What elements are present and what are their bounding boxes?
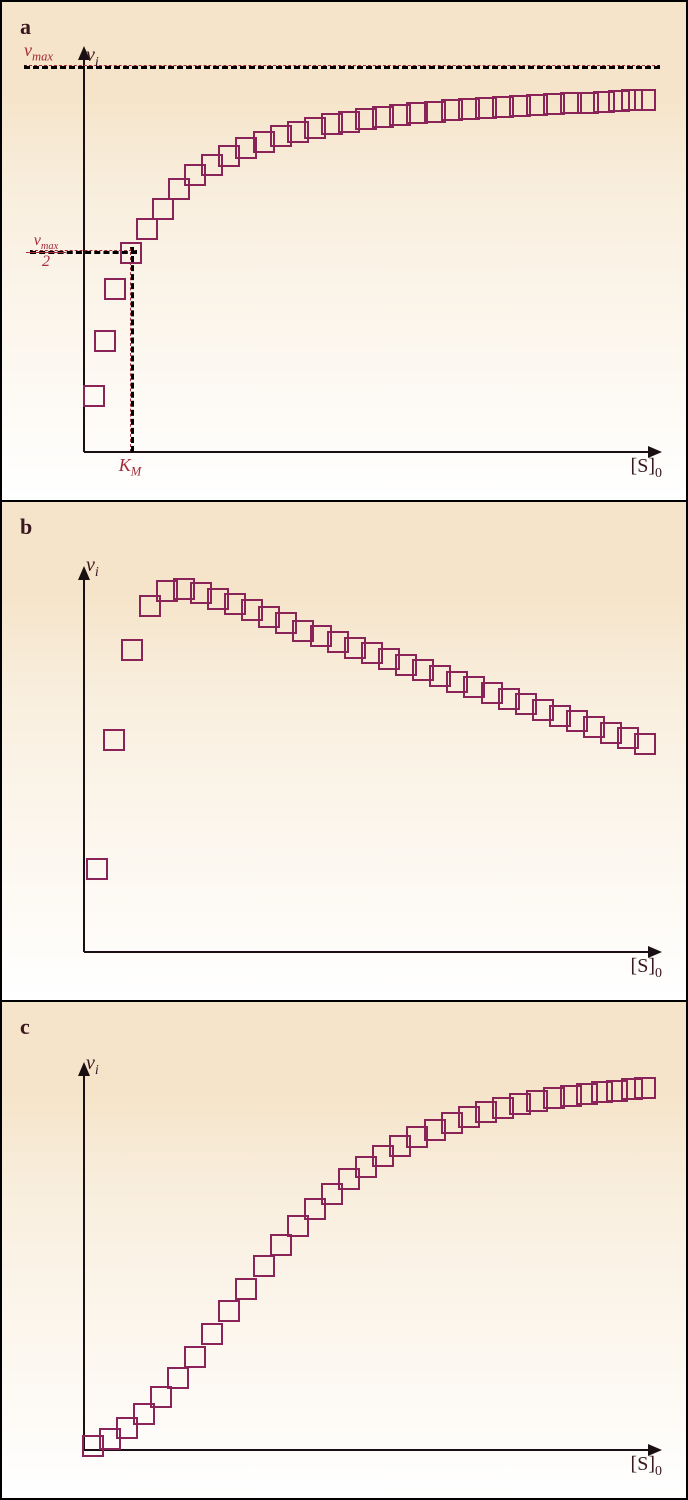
y-axis-label: vi: [86, 44, 99, 71]
data-marker: [121, 639, 143, 661]
panel-label-b: b: [20, 514, 32, 540]
data-marker: [94, 330, 116, 352]
panel-label-c: c: [20, 1014, 30, 1040]
vmax-label: vmax: [24, 40, 53, 65]
data-marker: [136, 218, 158, 240]
panel-b: b vi [S]0: [2, 502, 686, 1002]
panel-label-a: a: [20, 14, 31, 40]
vmax-half-label: vmax2: [26, 232, 66, 271]
y-axis-label: vi: [86, 554, 99, 581]
data-marker: [201, 1323, 223, 1345]
y-axis-label: vi: [86, 1052, 99, 1079]
data-marker: [253, 1255, 275, 1277]
figure-container: avmaxvmax2KMvi[S]0bvi[S]0cvi[S]0: [0, 0, 688, 1500]
km-vline: [130, 247, 134, 452]
panel-c: c vi [S]0: [2, 1002, 686, 1498]
data-marker: [104, 278, 126, 300]
data-marker: [167, 1367, 189, 1389]
data-marker: [634, 733, 656, 755]
data-marker: [218, 1300, 240, 1322]
x-axis-label: [S]0: [631, 955, 662, 982]
data-marker: [634, 89, 656, 111]
data-marker: [120, 242, 142, 264]
data-marker: [86, 858, 108, 880]
axes: [74, 564, 664, 962]
x-axis-label: [S]0: [631, 455, 662, 482]
plot-area: [84, 1070, 654, 1450]
data-marker: [103, 729, 125, 751]
data-marker: [634, 1077, 656, 1099]
data-marker: [235, 1278, 257, 1300]
x-axis-label: [S]0: [631, 1453, 662, 1480]
data-marker: [270, 1234, 292, 1256]
plot-area: [84, 574, 654, 952]
plot-area: vmaxvmax2KM: [84, 54, 654, 452]
data-marker: [150, 1386, 172, 1408]
data-marker: [152, 198, 174, 220]
km-label: KM: [119, 455, 142, 480]
data-marker: [184, 1346, 206, 1368]
vmax-line: [24, 65, 660, 69]
data-marker: [83, 385, 105, 407]
panel-a: avmaxvmax2KMvi[S]0: [2, 2, 686, 502]
